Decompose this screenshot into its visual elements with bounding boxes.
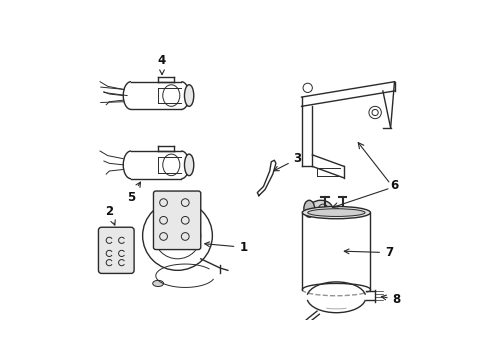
- Text: 8: 8: [381, 293, 401, 306]
- Ellipse shape: [308, 209, 365, 216]
- Text: 2: 2: [105, 204, 115, 225]
- Text: 6: 6: [391, 179, 399, 192]
- Ellipse shape: [304, 200, 315, 217]
- Ellipse shape: [153, 280, 164, 287]
- FancyBboxPatch shape: [153, 191, 201, 249]
- FancyBboxPatch shape: [98, 227, 134, 274]
- Text: 1: 1: [205, 241, 247, 254]
- Ellipse shape: [184, 85, 194, 106]
- Ellipse shape: [302, 206, 370, 219]
- Text: 7: 7: [344, 246, 393, 259]
- Ellipse shape: [309, 200, 333, 217]
- Text: 3: 3: [274, 152, 302, 171]
- Ellipse shape: [184, 154, 194, 176]
- Text: 4: 4: [158, 54, 166, 75]
- Text: 5: 5: [127, 182, 141, 204]
